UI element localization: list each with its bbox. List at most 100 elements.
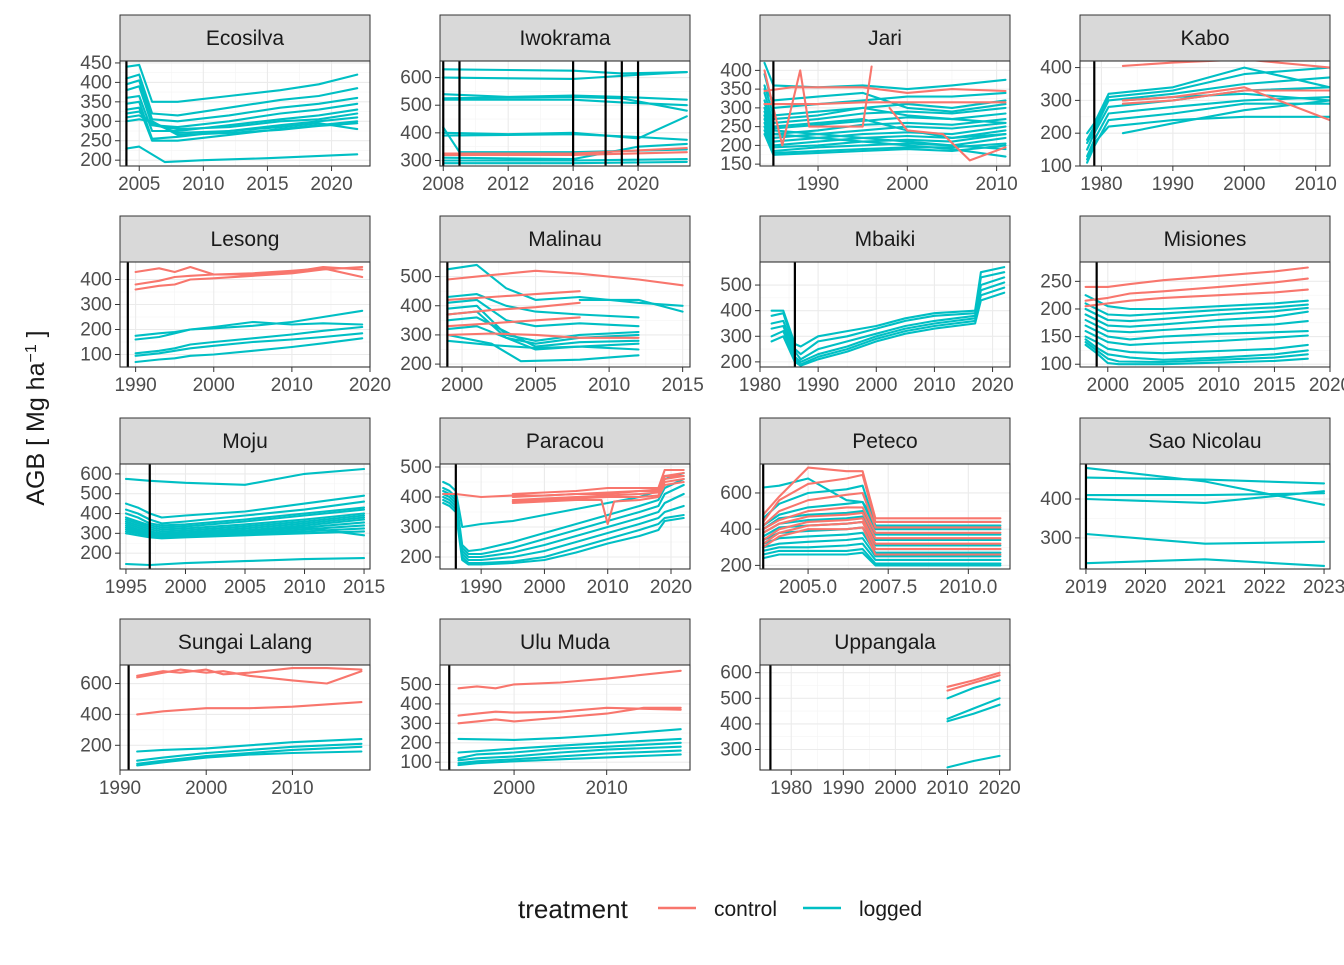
y-tick-label-ecosilva: 200	[80, 150, 112, 171]
strip-label-jari: Jari	[868, 27, 902, 50]
y-tick-label-uppangala: 400	[720, 714, 752, 735]
series-line-logged	[1084, 343, 1309, 366]
panel-border-peteco	[759, 463, 1011, 570]
strip-label-moju: Moju	[222, 430, 268, 453]
series-line-logged	[457, 749, 682, 765]
x-tick-label-lesong: 2010	[271, 375, 313, 396]
panel-border-jari	[759, 60, 1011, 167]
series-line-logged	[1121, 99, 1330, 135]
x-tick-label-sao-nicolau: 2019	[1065, 577, 1107, 598]
series-line-control	[762, 506, 1002, 534]
y-tick-label-sungai-lalang: 200	[80, 735, 112, 756]
y-tick-label-paracou: 200	[400, 547, 432, 568]
series-line-logged	[770, 291, 1006, 367]
strip-label-kabo: Kabo	[1180, 27, 1229, 50]
y-tick-label-ecosilva: 450	[80, 53, 112, 74]
panel-border-ecosilva	[119, 60, 371, 167]
y-tick-label-uppangala: 500	[720, 688, 752, 709]
x-tick-label-sao-nicolau: 2023	[1303, 577, 1344, 598]
y-tick-label-sungai-lalang: 400	[80, 704, 112, 725]
x-tick-label-sao-nicolau: 2022	[1243, 577, 1285, 598]
y-tick-label-moju: 200	[80, 543, 112, 564]
series-line-control	[1084, 266, 1309, 288]
panel-border-mbaiki	[759, 261, 1011, 368]
series-line-logged	[134, 309, 364, 337]
series-line-control	[888, 106, 1007, 162]
strip-label-ulu-muda: Ulu Muda	[520, 631, 610, 654]
series-line-logged	[762, 537, 1002, 558]
x-tick-label-jari: 2010	[975, 174, 1017, 195]
series-line-logged	[457, 741, 682, 760]
series-line-control	[1084, 277, 1309, 302]
series-line-control	[446, 290, 581, 301]
series-line-logged	[1086, 76, 1330, 145]
x-tick-label-ecosilva: 2010	[182, 174, 224, 195]
series-line-logged	[1084, 302, 1309, 317]
series-line-logged	[134, 332, 364, 357]
series-line-logged	[134, 325, 364, 355]
series-group-iwokrama	[442, 61, 688, 166]
series-line-logged	[136, 750, 363, 767]
series-group-ulu-muda	[448, 665, 682, 770]
series-line-control	[446, 332, 640, 339]
y-tick-label-jari: 250	[720, 117, 752, 138]
series-line-logged	[124, 500, 366, 525]
y-tick-label-mbaiki: 500	[720, 275, 752, 296]
strip-peteco	[759, 417, 1011, 465]
series-line-logged	[124, 526, 366, 537]
y-tick-label-jari: 350	[720, 79, 752, 100]
x-tick-label-ulu-muda: 2010	[586, 778, 628, 799]
y-tick-label-malinau: 500	[400, 267, 432, 288]
x-tick-label-paracou: 1990	[460, 577, 502, 598]
panel-border-paracou	[439, 463, 691, 570]
panel-paracou: Paracou 1990 2000 2010 2020 200 300 400 500	[400, 417, 692, 598]
series-line-logged	[125, 114, 359, 134]
series-line-logged	[1084, 492, 1326, 497]
x-tick-label-iwokrama: 2016	[552, 174, 594, 195]
series-line-logged	[1084, 338, 1309, 361]
series-group-kabo	[1086, 61, 1330, 166]
strip-iwokrama	[439, 14, 691, 62]
series-line-control	[762, 491, 1002, 529]
panel-ecosilva: Ecosilva 2005 2010 2015 2020 2002503003504004…	[80, 14, 371, 195]
y-tick-label-uppangala: 600	[720, 663, 752, 684]
series-line-control	[763, 101, 1007, 106]
y-tick-label-kabo: 400	[1040, 58, 1072, 79]
y-tick-label-ulu-muda: 400	[400, 694, 432, 715]
strip-label-sungai-lalang: Sungai Lalang	[178, 631, 312, 654]
series-line-control	[762, 517, 1002, 545]
series-line-logged	[124, 494, 366, 519]
panel-sao-nicolau: Sao Nicolau 2019 2020 2021 2022 2023 300 400	[1040, 417, 1344, 598]
y-tick-label-mbaiki: 300	[720, 326, 752, 347]
x-tick-label-misiones: 2015	[1253, 375, 1295, 396]
y-tick-label-iwokrama: 600	[400, 68, 432, 89]
y-tick-label-peteco: 600	[720, 483, 752, 504]
series-group-ecosilva	[125, 61, 359, 166]
y-axis-title-close: ]	[22, 330, 50, 344]
series-group-paracou	[442, 464, 685, 569]
series-line-logged	[1084, 306, 1309, 323]
y-tick-label-moju: 500	[80, 484, 112, 505]
panel-border-malinau	[439, 261, 691, 368]
series-line-logged	[124, 506, 366, 527]
series-line-logged	[125, 145, 359, 164]
series-line-logged	[1084, 294, 1309, 311]
x-tick-label-mbaiki: 2010	[913, 375, 955, 396]
strip-label-uppangala: Uppangala	[834, 631, 936, 654]
series-line-logged	[125, 79, 359, 123]
y-tick-label-mbaiki: 200	[720, 352, 752, 373]
panel-kabo: Kabo 1980 1990 2000 2010 100 200 300 400	[1040, 14, 1337, 195]
panel-border-sungai-lalang	[119, 664, 371, 771]
x-tick-label-moju: 2000	[164, 577, 206, 598]
y-tick-label-lesong: 200	[80, 320, 112, 341]
series-line-logged	[124, 508, 366, 529]
strip-label-malinau: Malinau	[528, 228, 602, 251]
x-tick-label-uppangala: 2010	[926, 778, 968, 799]
series-line-control	[446, 301, 581, 316]
panel-peteco: Peteco 2005.0 2007.5 2010.0 200 400 600	[720, 417, 1011, 598]
panel-border-lesong	[119, 261, 371, 368]
x-tick-label-misiones: 2020	[1309, 375, 1344, 396]
x-tick-label-jari: 2000	[886, 174, 928, 195]
series-line-logged	[134, 320, 364, 341]
series-line-control	[457, 669, 682, 690]
